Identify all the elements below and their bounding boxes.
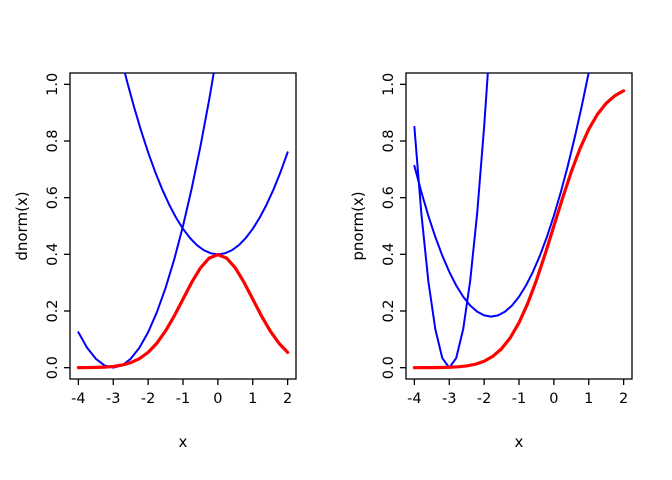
y-tick-label: 0.4 (381, 243, 397, 266)
x-tick-label: -2 (141, 391, 155, 407)
x-tick-label: -4 (407, 391, 421, 407)
x-tick-label: 1 (584, 391, 593, 407)
y-axis-label: dnorm(x) (13, 191, 31, 260)
y-tick-label: 0.6 (45, 186, 61, 209)
x-tick-label: -1 (176, 391, 190, 407)
x-tick-label: -4 (71, 391, 85, 407)
x-tick-label: -2 (477, 391, 491, 407)
pnorm-chart-svg: -4 -3 -2 -1 0 1 2 0.0 0.2 0.4 0.6 0.8 1.0 x pnorm(x) (349, 72, 633, 451)
y-tick-label: 0.6 (381, 186, 397, 209)
blue-parabola-center-zero (123, 73, 289, 256)
x-tick-label: 1 (248, 391, 257, 407)
dnorm-chart-svg: -4 -3 -2 -1 0 1 2 0.0 0.2 0.4 0.6 0.8 1.0 x dnorm(x) (13, 72, 297, 451)
y-tick-label: 0.4 (45, 243, 61, 266)
x-tick-label: -3 (106, 391, 120, 407)
x-tick-label: 2 (283, 391, 292, 407)
y-tick-label: 0.8 (381, 129, 397, 152)
x-tick-label: 0 (213, 391, 222, 407)
series-group (412, 73, 626, 370)
plot-box (405, 72, 633, 380)
x-tick-label: 2 (619, 391, 628, 407)
x-tick-label: -1 (512, 391, 526, 407)
x-axis-label: x (179, 433, 188, 451)
x-axis-label: x (515, 433, 524, 451)
blue-broad-curve (413, 73, 590, 318)
blue-narrow-parabola-vertex-minus3 (413, 73, 489, 369)
y-tick-label: 0.0 (45, 356, 61, 379)
y-tick-label: 0.8 (45, 129, 61, 152)
dnorm-chart-panel: -4 -3 -2 -1 0 1 2 0.0 0.2 0.4 0.6 0.8 1.0 x dnorm(x) (13, 72, 297, 451)
y-tick-label: 0.2 (381, 299, 397, 322)
y-tick-label: 0.0 (381, 356, 397, 379)
blue-parabola-vertex-minus3 (77, 73, 215, 369)
y-axis-label: pnorm(x) (349, 191, 367, 260)
y-tick-label: 1.0 (45, 73, 61, 96)
x-tick-label: -3 (442, 391, 456, 407)
dnorm-curve (76, 253, 290, 370)
pnorm-chart-panel: -4 -3 -2 -1 0 1 2 0.0 0.2 0.4 0.6 0.8 1.0 x pnorm(x) (336, 0, 672, 480)
series-group (76, 73, 290, 370)
y-tick-label: 0.2 (45, 299, 61, 322)
pnorm-curve (412, 89, 626, 370)
y-tick-label: 1.0 (381, 73, 397, 96)
x-tick-label: 0 (549, 391, 558, 407)
